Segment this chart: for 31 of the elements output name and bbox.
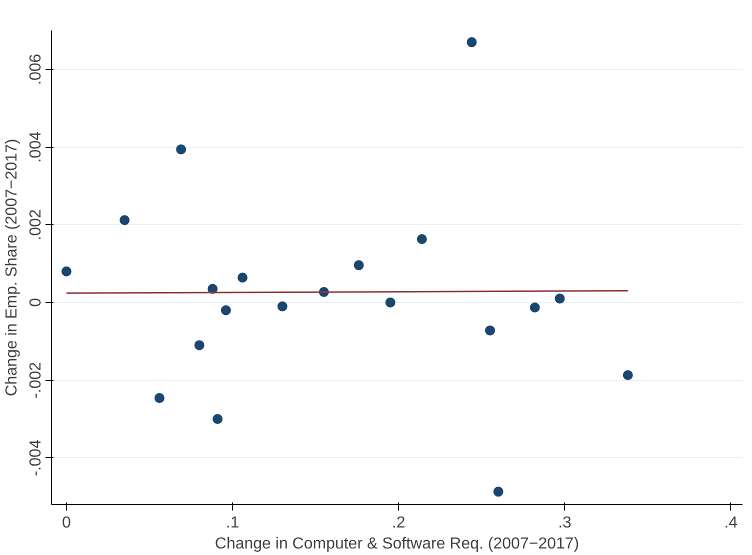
point [220, 305, 231, 316]
x-tick-label: .1 [226, 514, 240, 532]
point [554, 294, 565, 304]
x-tick-label: 0 [62, 514, 71, 532]
point [622, 370, 633, 380]
point [493, 486, 504, 497]
x-tick-label: .4 [724, 514, 738, 532]
point [385, 297, 396, 308]
x-axis-title: Change in Computer & Software Req. (2007−2017) [214, 536, 580, 552]
point [466, 37, 477, 48]
point [277, 301, 288, 312]
point [530, 302, 540, 313]
point [212, 414, 223, 424]
x-tick-label: .2 [392, 514, 406, 532]
point [154, 393, 164, 404]
point [194, 340, 204, 350]
x-tick-label: .3 [558, 514, 572, 532]
y-axis-title: Change in Emp. Share (2007−2017) [4, 138, 20, 396]
point [354, 260, 364, 270]
point [120, 215, 130, 226]
y-tick-label: 0 [28, 298, 44, 307]
y-tick-label: .006 [28, 54, 44, 85]
point [176, 144, 186, 154]
y-tick-label: -.002 [28, 362, 44, 398]
y-tick-label: .002 [28, 209, 44, 240]
y-tick-label: .004 [28, 131, 44, 163]
point [485, 325, 496, 336]
point [61, 266, 72, 276]
y-tick-label: -.004 [28, 440, 44, 476]
point [238, 272, 248, 283]
point [416, 234, 427, 244]
